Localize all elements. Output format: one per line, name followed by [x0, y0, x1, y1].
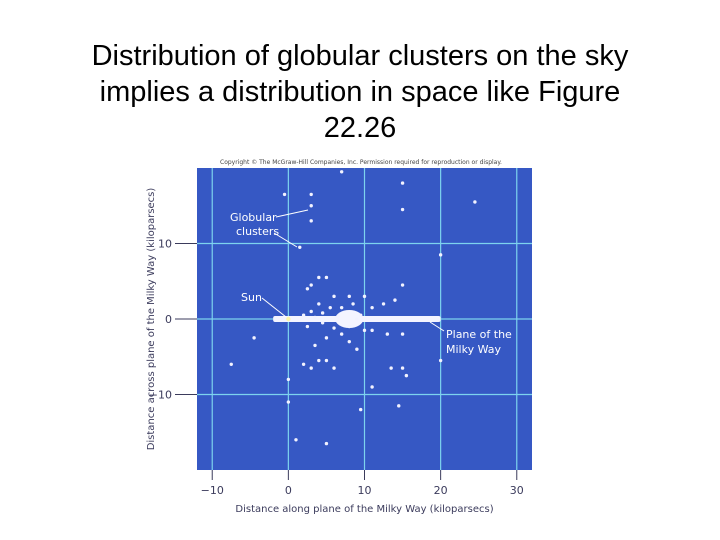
cluster-point: [324, 358, 329, 363]
cluster-point: [328, 305, 332, 310]
annotations: Globular clusters Sun Plane of the Milky…: [230, 209, 512, 356]
cluster-point: [286, 377, 291, 382]
cluster-point: [400, 332, 405, 336]
cluster-point: [320, 311, 325, 315]
sun-marker: [286, 316, 291, 322]
cluster-point: [313, 315, 317, 320]
cluster-point: [313, 343, 317, 348]
y-tick-label: −10: [149, 389, 172, 402]
x-axis-label: Distance along plane of the Milky Way (k…: [235, 504, 493, 515]
cluster-points: [229, 170, 477, 446]
cluster-point: [355, 347, 359, 351]
cluster-point: [309, 192, 313, 197]
cluster-point: [358, 407, 363, 412]
cluster-point: [286, 400, 291, 404]
cluster-point: [370, 305, 374, 310]
cluster-point: [305, 287, 310, 291]
sun-label: Sun: [241, 291, 262, 304]
cluster-point: [317, 302, 321, 306]
cluster-point: [320, 321, 325, 325]
globular-clusters-pointer-2: [273, 232, 298, 248]
cluster-point: [332, 326, 336, 330]
title-line-1: Distribution of globular clusters on the…: [91, 40, 629, 72]
cluster-point: [339, 170, 344, 174]
cluster-point: [347, 339, 351, 344]
cluster-point: [362, 294, 367, 299]
cluster-point: [347, 324, 351, 329]
x-tick-label: −10: [201, 484, 224, 497]
cluster-point: [473, 200, 477, 204]
globular-clusters-label-line-1: Globular: [230, 211, 277, 224]
x-tick-label: 20: [434, 484, 448, 497]
cluster-point: [298, 245, 302, 249]
cluster-point: [438, 358, 443, 363]
plane-label-line-2: Milky Way: [446, 343, 502, 356]
cluster-point: [324, 336, 329, 340]
y-tick-label: 0: [165, 313, 172, 326]
cluster-point: [301, 362, 306, 366]
axes: −10 0 10 20 30 10 0 −10: [149, 238, 524, 498]
globular-cluster-chart: Copyright © The McGraw-Hill Companies, I…: [146, 159, 532, 515]
sun-pointer: [261, 297, 287, 318]
cluster-point: [370, 328, 374, 333]
cluster-point: [400, 207, 405, 212]
cluster-point: [400, 181, 405, 185]
cluster-point: [358, 313, 363, 317]
globular-clusters-label-line-2: clusters: [236, 225, 279, 238]
cluster-point: [309, 366, 313, 370]
cluster-point: [324, 441, 329, 446]
cluster-point: [397, 404, 401, 408]
cluster-point: [370, 385, 374, 389]
cluster-point: [339, 332, 344, 336]
cluster-point: [400, 366, 405, 370]
y-tick-label: 10: [158, 238, 172, 251]
cluster-point: [362, 328, 367, 333]
cluster-point: [389, 366, 393, 370]
cluster-point: [438, 253, 443, 257]
cluster-point: [347, 294, 351, 299]
title-line-3: 22.26: [323, 112, 397, 144]
cluster-point: [309, 219, 313, 223]
cluster-point: [339, 305, 344, 310]
copyright-notice: Copyright © The McGraw-Hill Companies, I…: [220, 159, 502, 166]
y-axis-label: Distance across plane of the Milky Way (…: [146, 188, 157, 451]
cluster-point: [317, 358, 321, 363]
cluster-point: [381, 302, 386, 306]
x-tick-label: 30: [510, 484, 524, 497]
cluster-point: [317, 275, 321, 280]
cluster-point: [336, 315, 340, 319]
x-tick-label: 0: [285, 484, 292, 497]
cluster-point: [385, 332, 390, 336]
cluster-point: [332, 294, 336, 299]
cluster-point: [294, 438, 298, 442]
x-tick-label: 10: [358, 484, 372, 497]
cluster-point: [305, 324, 310, 329]
cluster-point: [355, 317, 359, 321]
cluster-point: [324, 275, 329, 280]
cluster-point: [282, 192, 287, 197]
title-line-2: implies a distribution in space like Fig…: [99, 76, 621, 108]
cluster-point: [404, 373, 409, 378]
plane-label-line-1: Plane of the: [446, 328, 512, 341]
galactic-bulge: [335, 310, 364, 328]
slide-title: Distribution of globular clusters on the…: [40, 38, 680, 146]
cluster-point: [309, 309, 313, 314]
cluster-point: [351, 302, 355, 306]
cluster-point: [309, 283, 313, 287]
cluster-point: [252, 336, 256, 340]
cluster-point: [229, 362, 233, 366]
plane-pointer: [429, 321, 445, 332]
cluster-point: [400, 283, 405, 287]
cluster-point: [301, 313, 306, 317]
cluster-point: [309, 204, 313, 208]
cluster-point: [393, 298, 397, 302]
cluster-point: [332, 366, 336, 370]
globular-clusters-pointer-1: [275, 209, 309, 218]
